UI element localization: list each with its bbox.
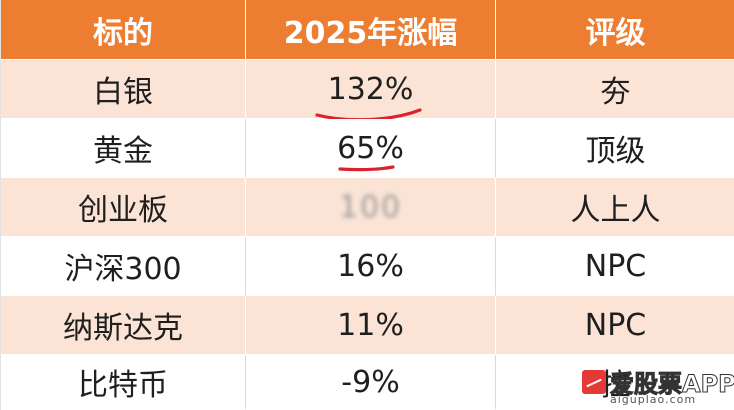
change-value-obscured: 100 <box>338 189 403 225</box>
rating-value: NPC <box>495 296 734 355</box>
table-row: 黄金 65% 顶级 <box>1 119 734 178</box>
change-value: 16% <box>245 237 495 296</box>
change-value: 65% <box>337 130 404 166</box>
change-cell: 132% <box>245 60 495 121</box>
change-cell: 100 <box>245 178 495 237</box>
watermark: 爱股票APP aiguplao.com <box>582 362 734 408</box>
rating-value: 顶级 <box>495 119 734 178</box>
change-value: 132% <box>327 71 414 107</box>
header-change-2025: 2025年涨幅 <box>245 0 495 60</box>
rating-value: NPC <box>495 237 734 296</box>
table-header-row: 标的 2025年涨幅 评级 <box>1 0 734 60</box>
asset-name: 沪深300 <box>1 237 245 296</box>
stock-chart-logo-icon <box>582 370 606 394</box>
asset-name: 纳斯达克 <box>1 296 245 355</box>
table-row: 沪深300 16% NPC <box>1 237 734 296</box>
header-asset: 标的 <box>1 0 245 60</box>
change-value: -9% <box>245 355 495 410</box>
rating-value: 夯 <box>495 60 734 119</box>
asset-name: 创业板 <box>1 178 245 237</box>
change-cell: 65% <box>245 119 495 178</box>
watermark-text: 爱股票APP <box>610 370 734 399</box>
watermark-url: aiguplao.com <box>610 393 697 406</box>
table-row: 创业板 100 人上人 <box>1 178 734 237</box>
asset-name: 比特币 <box>1 355 245 410</box>
rating-value: 人上人 <box>495 178 734 237</box>
table-row: 白银 132% 夯 <box>1 60 734 121</box>
asset-name: 黄金 <box>1 119 245 178</box>
table-row: 纳斯达克 11% NPC <box>1 296 734 355</box>
change-value: 11% <box>245 296 495 355</box>
asset-name: 白银 <box>1 60 245 119</box>
header-rating: 评级 <box>495 0 734 60</box>
